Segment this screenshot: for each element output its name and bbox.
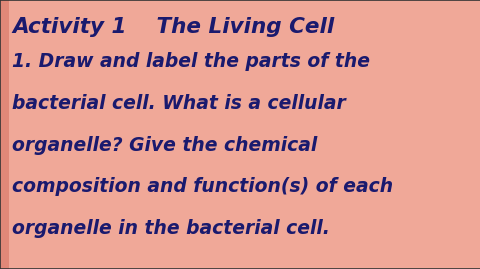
Text: composition and function(s) of each: composition and function(s) of each: [12, 178, 392, 196]
Text: 1. Draw and label the parts of the: 1. Draw and label the parts of the: [12, 52, 369, 71]
Text: Activity 1    The Living Cell: Activity 1 The Living Cell: [12, 17, 334, 37]
Text: organelle in the bacterial cell.: organelle in the bacterial cell.: [12, 219, 329, 238]
Text: organelle? Give the chemical: organelle? Give the chemical: [12, 136, 317, 155]
FancyBboxPatch shape: [0, 0, 9, 269]
Text: bacterial cell. What is a cellular: bacterial cell. What is a cellular: [12, 94, 345, 113]
